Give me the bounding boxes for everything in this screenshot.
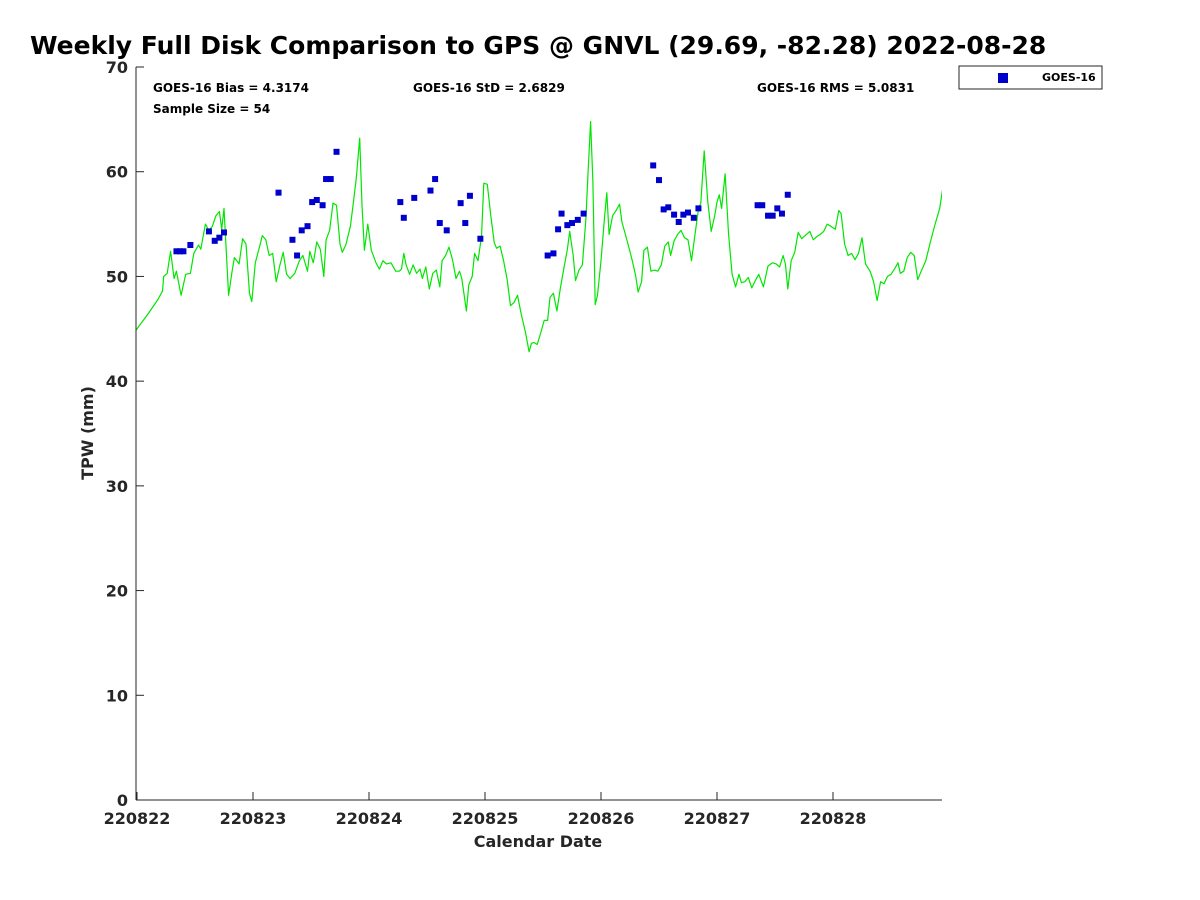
goes-16-point [327, 176, 334, 183]
goes-16-point [769, 212, 776, 219]
goes-16-point [205, 228, 212, 235]
y-tick-label: 10 [106, 686, 128, 705]
goes-16-point [680, 211, 687, 218]
legend-marker-goes-16 [998, 73, 1008, 83]
goes-16-point [558, 210, 565, 217]
goes-16-point [695, 205, 702, 212]
goes-16-point [333, 148, 340, 155]
x-tick-label: 220823 [220, 809, 287, 828]
goes-16-point [400, 214, 407, 221]
goes-16-point [477, 235, 484, 242]
x-tick-label: 220824 [336, 809, 403, 828]
goes-16-point [660, 206, 667, 213]
legend: GOES-16 [958, 65, 1103, 90]
x-tick-label: 220826 [568, 809, 635, 828]
goes-16-point [550, 250, 557, 257]
gps-tpw-line [136, 120, 942, 353]
goes-16-point [462, 220, 469, 227]
gps-series [136, 120, 942, 353]
x-tick-label: 220827 [684, 809, 751, 828]
goes-16-point [569, 220, 575, 227]
goes-16-point [411, 194, 418, 201]
goes-16-point [309, 199, 316, 206]
goes-16-point [289, 236, 296, 243]
goes-16-point [176, 248, 183, 255]
goes-16-point [650, 162, 657, 169]
goes-16-point [173, 248, 180, 255]
goes-16-point [304, 223, 311, 230]
goes-16-point [298, 227, 305, 234]
y-tick-label: 60 [106, 163, 128, 182]
goes-16-point [665, 204, 672, 211]
goes-16-point [313, 196, 320, 203]
x-tick-label: 220822 [104, 809, 171, 828]
goes-16-point [656, 177, 662, 184]
chart-title: Weekly Full Disk Comparison to GPS @ GNV… [30, 31, 1046, 60]
goes-16-point [323, 176, 330, 183]
goes-16-point [187, 242, 194, 249]
goes-16-point [443, 227, 450, 234]
goes-16-point [774, 205, 781, 212]
goes-16-point [180, 248, 187, 255]
y-axis-label: TPW (mm) [78, 386, 97, 480]
goes-16-point [564, 222, 571, 229]
goes-16-point [574, 216, 581, 223]
goes-16-point [544, 252, 551, 259]
goes-16-point [778, 210, 785, 217]
goes-16-point [685, 209, 691, 216]
goes-16-point [275, 189, 282, 196]
goes-16-series [173, 148, 791, 259]
goes-16-point [580, 210, 587, 217]
legend-label-goes-16: GOES-16 [1042, 71, 1096, 84]
plot-area [136, 67, 942, 800]
y-tick-label: 30 [106, 477, 128, 496]
x-tick-label: 220828 [800, 809, 867, 828]
goes-16-point [671, 211, 678, 218]
goes-16-point [765, 212, 772, 219]
goes-16-point [397, 199, 404, 206]
goes-16-point [319, 202, 326, 209]
x-tick-label: 220825 [452, 809, 519, 828]
y-tick-label: 50 [106, 267, 128, 286]
y-tick-label: 70 [106, 58, 128, 77]
goes-16-point [555, 226, 562, 233]
goes-16-point [690, 214, 697, 221]
sample-size-stat: Sample Size = 54 [153, 102, 270, 116]
x-axis-ticks: 220822 220823 220824 220825 220826 220827 2208… [104, 792, 867, 828]
std-stat: GOES-16 StD = 2.6829 [413, 81, 565, 95]
goes-16-point [784, 191, 791, 198]
goes-16-point [457, 200, 464, 207]
goes-16-point [221, 229, 227, 236]
rms-stat: GOES-16 RMS = 5.0831 [757, 81, 914, 95]
goes-16-point [427, 187, 434, 194]
goes-16-point [216, 234, 223, 241]
bias-stat: GOES-16 Bias = 4.3174 [153, 81, 309, 95]
goes-16-point [675, 218, 682, 225]
y-tick-label: 0 [117, 791, 128, 810]
goes-16-point [294, 252, 301, 259]
goes-16-point [466, 192, 473, 199]
y-tick-label: 20 [106, 582, 128, 601]
x-axis-label: Calendar Date [474, 832, 603, 851]
legend-box [958, 65, 1103, 90]
goes-16-point [754, 202, 761, 209]
y-axis-ticks: 0 10 20 30 40 50 60 70 [106, 58, 144, 810]
goes-16-point [211, 237, 218, 244]
goes-16-point [436, 220, 443, 227]
goes-16-point [759, 202, 766, 209]
y-tick-label: 40 [106, 372, 128, 391]
goes-16-point [432, 176, 439, 183]
